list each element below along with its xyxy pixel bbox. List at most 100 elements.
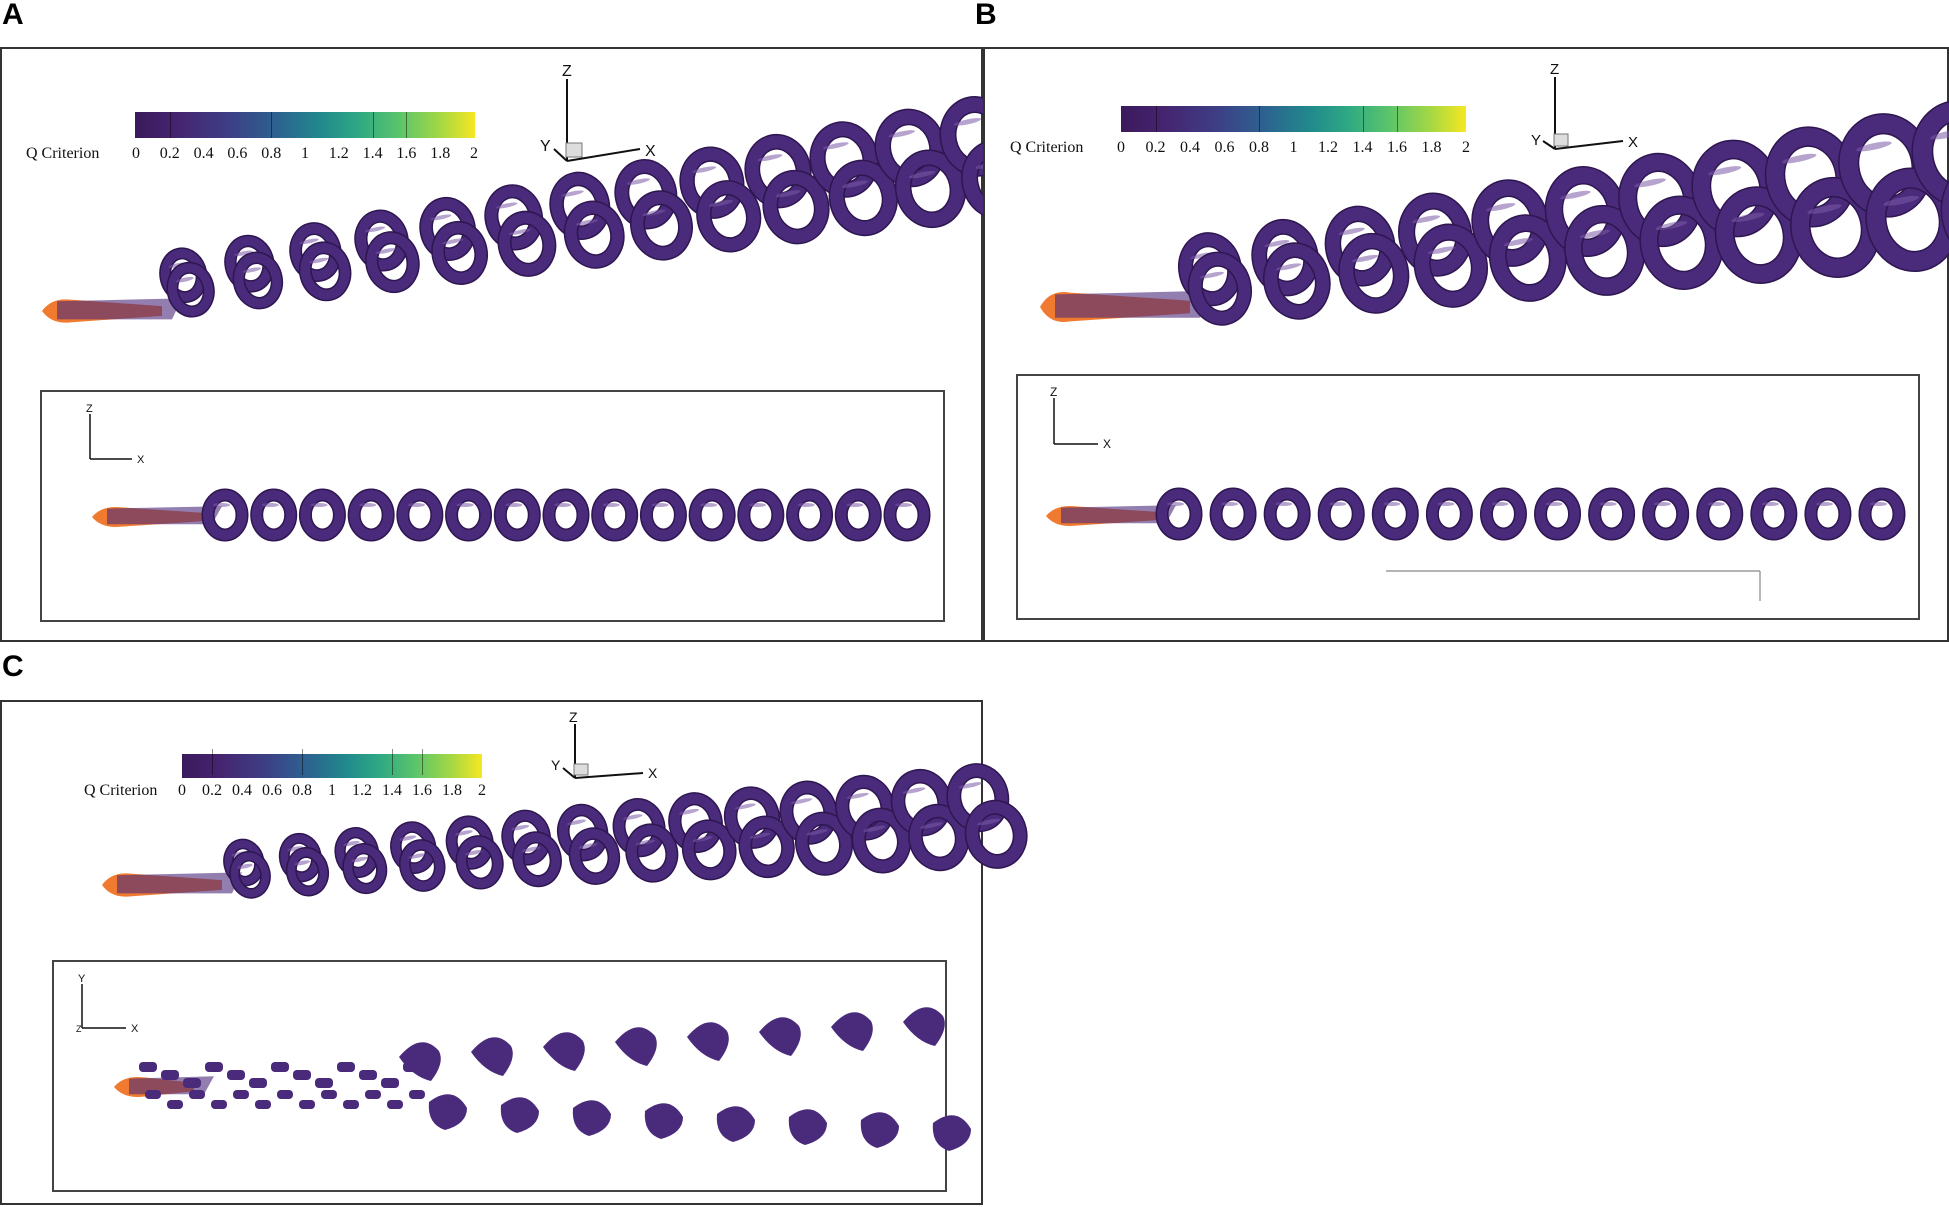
vortex-ring-highlight <box>375 248 396 254</box>
vortex-ring-tube <box>1805 489 1850 539</box>
vortex-ring-tube <box>787 490 832 540</box>
panel-b-letter: B <box>975 0 997 31</box>
vortex-ring-tube <box>966 801 1027 868</box>
vortex-ring <box>1187 251 1252 326</box>
vortex-ring-highlight <box>408 853 426 859</box>
vortex-ring-tube <box>513 832 561 886</box>
colorbar-tick-label: 1.4 <box>362 145 383 162</box>
vortex-ring <box>285 846 330 897</box>
vortex-ring-highlight <box>554 503 572 507</box>
colorbar-label: Q Criterion <box>1010 139 1084 156</box>
colorbar <box>182 754 482 778</box>
near-body-vortex-sheet <box>117 872 242 894</box>
colorbar-tick-label: 0 <box>132 145 140 162</box>
upper-vortex <box>615 1027 657 1066</box>
vortex-ring <box>723 786 781 849</box>
vortex-ring-highlight <box>1579 229 1611 239</box>
vortex-ring <box>396 488 444 542</box>
wake-fragment <box>277 1090 293 1099</box>
inset-axes-icon: Z X <box>86 403 145 466</box>
vortex-ring <box>229 850 271 899</box>
upper-vortex <box>759 1017 801 1056</box>
vortex-ring <box>1263 487 1311 541</box>
vortex-ring-tube <box>830 161 897 235</box>
vortex-ring-highlight <box>846 503 864 507</box>
vortex-ring-highlight <box>1560 190 1591 200</box>
vortex-ring-tube <box>1546 167 1625 256</box>
vortex-ring <box>681 819 737 881</box>
vortex-ring-tube <box>725 787 779 848</box>
inset-axes-icon: Y X Z <box>76 973 139 1035</box>
vortex-ring-tube <box>499 212 555 276</box>
vortex-ring-tube <box>909 805 968 870</box>
vortex-ring <box>1642 487 1690 541</box>
vortex-ring-highlight <box>1545 502 1563 506</box>
vortex-ring <box>298 241 352 302</box>
vortex-ring <box>738 815 795 879</box>
inset-axis-x-label: X <box>131 1023 139 1035</box>
vortex-ring-tube <box>745 135 811 207</box>
colorbar-tick-label: 0.8 <box>1249 139 1269 156</box>
vortex-ring-highlight <box>692 166 717 174</box>
vortex-ring-tube <box>1589 489 1634 539</box>
vortex-ring <box>568 827 621 885</box>
vortex-ring-tube <box>495 490 540 540</box>
vortex-ring <box>1338 232 1410 314</box>
vortex-ring-tube <box>1339 234 1408 313</box>
vortex-ring-highlight <box>749 832 771 839</box>
vortex-ring-tube <box>885 490 929 540</box>
vortex-ring <box>1488 214 1567 302</box>
colorbar-separator <box>1259 106 1260 132</box>
vortex-ring-tube <box>738 490 783 540</box>
vortex-ring-highlight <box>1708 166 1742 176</box>
colorbar-tick-label: 1.8 <box>1421 139 1442 156</box>
near-body-vortex-sheet <box>57 298 182 320</box>
wake-fragment <box>359 1070 377 1080</box>
vortex-ring-tube <box>1643 489 1688 539</box>
wake-fragment <box>321 1090 337 1099</box>
colorbar-tick-label: 0 <box>1117 139 1125 156</box>
colorbar-tick-label: 1.6 <box>396 145 417 162</box>
colorbar-tick-label: 0.2 <box>202 782 222 799</box>
lower-vortex <box>572 1100 611 1136</box>
vortex-ring-tube <box>1912 101 1949 207</box>
axis-z-label: Z <box>562 63 572 80</box>
vortex-ring-tube <box>1265 489 1310 539</box>
wake-fragment <box>387 1100 403 1109</box>
vortex-ring <box>834 488 882 542</box>
vortex-ring-highlight <box>430 214 452 221</box>
vortex-ring <box>250 488 298 542</box>
vortex-ring <box>779 780 838 845</box>
colorbar-tick-label: 0.4 <box>193 145 214 162</box>
vortex-ring-tube <box>614 799 665 856</box>
vortex-ring-highlight <box>953 118 982 126</box>
colorbar-tick-label: 0.6 <box>227 145 248 162</box>
vortex-ring <box>835 774 895 841</box>
vortex-ring-tube <box>1427 489 1472 539</box>
axis-triad-icon: Z Y X <box>1531 61 1638 151</box>
vortex-ring-highlight <box>237 863 253 869</box>
vortex-ring <box>1479 487 1527 541</box>
wake-fragment <box>189 1090 205 1099</box>
vortex-ring <box>1588 487 1636 541</box>
vortex-ring-highlight <box>365 226 386 233</box>
vortex-ring-highlight <box>679 808 700 815</box>
vortex-ring-highlight <box>561 190 584 197</box>
vortex-ring-tube <box>1490 215 1566 301</box>
vortex-ring <box>591 488 639 542</box>
colorbar-tick-label: 0.8 <box>292 782 312 799</box>
wake-fragment <box>271 1062 289 1072</box>
vortex-ring-tube <box>1697 489 1742 539</box>
vortex-ring <box>744 133 812 209</box>
inset-axis-x-label: X <box>1103 437 1111 451</box>
vortex-ring <box>639 488 687 542</box>
vortex-ring-highlight <box>863 825 886 832</box>
panel-a: Q Criterion Z Y X Z X 0 0.2 0.4 0.6 0.8 1 1.2 1… <box>0 47 1035 642</box>
colorbar-separator <box>422 749 423 775</box>
vortex-ring-highlight <box>407 503 425 507</box>
vortex-ring-highlight <box>310 503 328 507</box>
vortex-ring-highlight <box>1731 212 1765 222</box>
colorbar-tick-label: 1.2 <box>328 145 349 162</box>
vortex-ring-highlight <box>692 836 713 842</box>
vortex-ring <box>786 488 834 542</box>
